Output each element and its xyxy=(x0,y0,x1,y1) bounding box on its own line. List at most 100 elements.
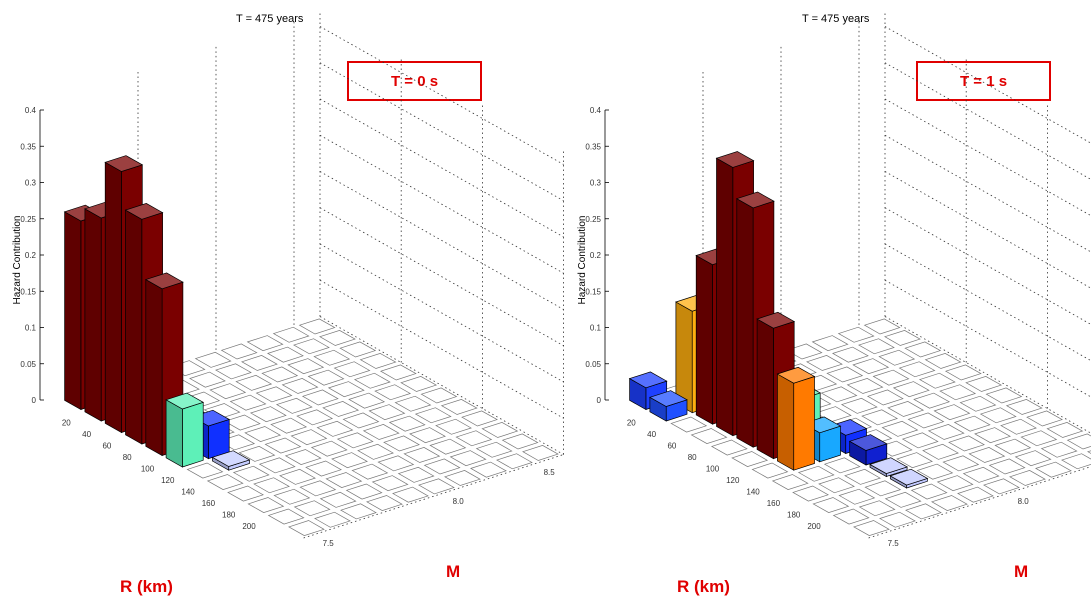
floor-cell xyxy=(1061,453,1091,470)
floor-cell xyxy=(261,366,299,383)
floor-cell xyxy=(392,486,429,503)
floor-cell xyxy=(293,500,331,517)
floor-cell xyxy=(327,381,365,398)
floor-cell xyxy=(905,503,942,520)
floor-cell xyxy=(331,452,368,469)
floor-cell xyxy=(281,378,319,394)
z-tick-label: 0.25 xyxy=(20,215,36,224)
floor-cell xyxy=(844,468,881,485)
floor-cell xyxy=(244,426,282,442)
z-tick-label: 0.1 xyxy=(25,324,37,333)
floor-cell xyxy=(348,392,386,409)
z-axis-label: Hazard Contribution xyxy=(577,216,588,305)
floor-cell xyxy=(272,326,310,343)
floor-cell xyxy=(710,439,748,456)
floor-cell xyxy=(449,450,487,467)
floor-cell xyxy=(400,376,438,392)
floor-cell xyxy=(275,397,313,414)
floor-cell xyxy=(858,338,895,355)
floor-cell xyxy=(690,428,728,444)
floor-cell xyxy=(287,358,325,375)
floor-cell xyxy=(942,455,980,472)
floor-cell xyxy=(301,389,339,406)
floor-cell xyxy=(670,416,708,433)
floor-cell xyxy=(994,438,1032,455)
floor-cell xyxy=(939,384,977,401)
z-tick-label: 0.15 xyxy=(20,287,36,296)
chart-title: T = 475 years xyxy=(236,13,304,25)
floor-cell xyxy=(872,369,910,386)
r-tick-label: 120 xyxy=(161,476,175,485)
floor-cell xyxy=(936,475,974,492)
floor-cell xyxy=(255,386,293,403)
m-tick-label: 8.5 xyxy=(544,468,556,477)
z-tick-label: 0.25 xyxy=(585,215,601,224)
floor-cell xyxy=(288,520,325,536)
chart-title: T = 475 years xyxy=(802,13,870,25)
bar xyxy=(211,450,251,471)
r-tick-label: 200 xyxy=(242,522,256,531)
r-tick-label: 40 xyxy=(82,430,91,439)
floor-cell xyxy=(310,440,348,457)
floor-cell xyxy=(235,374,273,391)
floor-cell xyxy=(273,488,311,505)
floor-cell xyxy=(953,415,991,432)
period-label: T = 0 s xyxy=(391,73,438,90)
z-axis: 0 0.05 0.1 0.15 0.2 0.25 0.3 0.35 0.4 xyxy=(20,106,44,405)
r-tick-label: 140 xyxy=(746,488,760,497)
bar xyxy=(776,366,816,471)
m-axis-label: M xyxy=(446,562,460,581)
r-axis: 20 40 60 80 100 120 140 160 180 200 xyxy=(62,419,256,532)
r-axis-label: R (km) xyxy=(120,577,173,596)
floor-cell xyxy=(863,318,901,335)
floor-cell xyxy=(948,435,985,452)
floor-cell xyxy=(838,488,876,505)
floor-cell xyxy=(374,384,412,401)
r-tick-label: 60 xyxy=(102,442,111,451)
floor-cell xyxy=(264,437,302,454)
floor-cell xyxy=(298,318,336,335)
floor-cell xyxy=(319,491,357,508)
r-tick-label: 100 xyxy=(706,465,720,474)
floor-cell xyxy=(342,412,380,429)
z-tick-label: 0.15 xyxy=(585,287,601,296)
floor-cell xyxy=(307,369,345,386)
floor-cell xyxy=(340,503,377,520)
floor-cell xyxy=(357,443,394,460)
r-tick-label: 200 xyxy=(807,522,821,531)
floor-cell xyxy=(362,424,400,440)
floor-cell xyxy=(858,500,896,517)
floor-cell xyxy=(313,349,351,366)
floor-cell xyxy=(837,326,875,343)
floor-cell xyxy=(933,404,971,421)
z-tick-label: 0.05 xyxy=(20,360,36,369)
floor-cell xyxy=(388,415,426,432)
floor-cell xyxy=(186,462,224,479)
r-tick-label: 80 xyxy=(688,453,697,462)
floor-cell xyxy=(359,353,397,369)
floor-edge xyxy=(303,454,564,539)
floor-cell xyxy=(194,351,232,368)
floor-cell xyxy=(927,424,965,440)
floor-cell xyxy=(316,420,354,437)
floor-cell xyxy=(826,366,864,383)
floor-cell xyxy=(383,435,420,452)
floor-cell xyxy=(922,443,959,460)
floor-cell xyxy=(379,364,417,381)
m-tick-label: 8.0 xyxy=(1018,497,1030,506)
floor-cell xyxy=(377,455,415,472)
floor-cell xyxy=(420,387,458,404)
floor-cell xyxy=(325,472,363,488)
bar xyxy=(848,434,888,466)
floor-cell xyxy=(910,483,948,500)
floor-cell xyxy=(475,441,513,458)
floor-cell xyxy=(957,486,994,503)
floor-cell xyxy=(241,355,278,371)
floor-cell xyxy=(944,364,982,381)
floor-cell xyxy=(227,485,264,502)
floor-cell xyxy=(1040,441,1078,458)
r-tick-label: 100 xyxy=(141,465,155,474)
floor-cell xyxy=(811,335,849,352)
